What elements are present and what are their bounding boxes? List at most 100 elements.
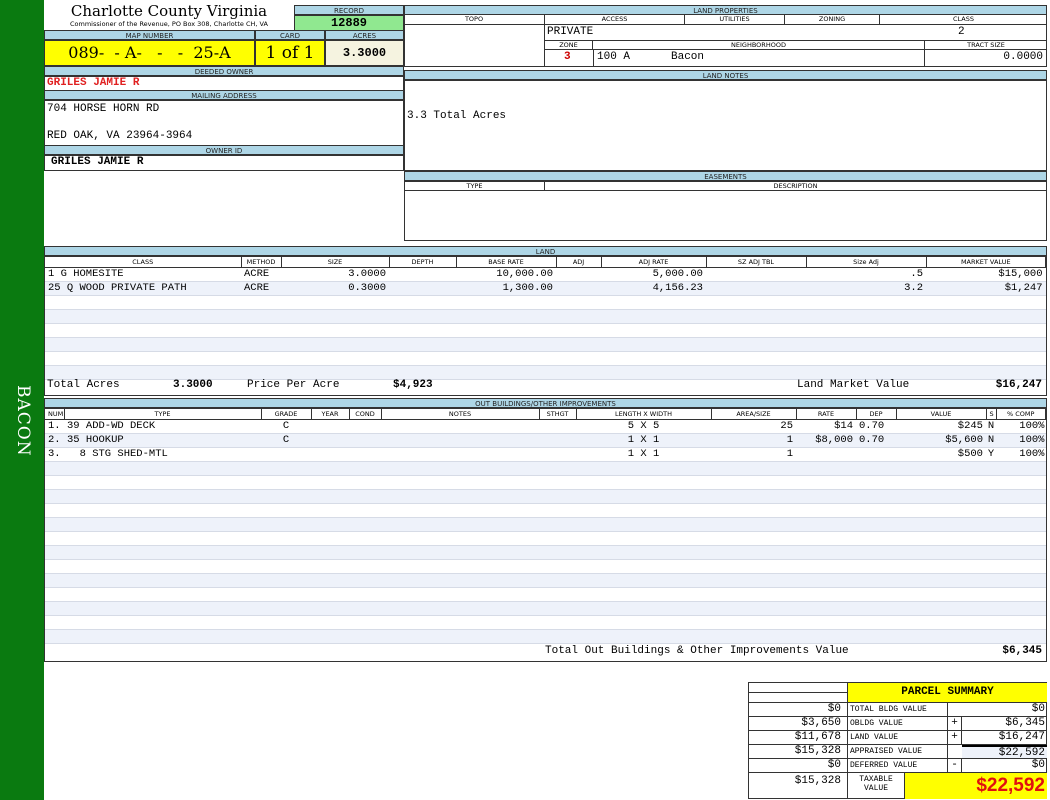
total-acres-label: Total Acres — [47, 379, 120, 391]
outbuilding-cell — [311, 587, 349, 601]
outbuilding-cell — [261, 545, 311, 559]
outbuilding-cell — [381, 587, 539, 601]
acres-value: 3.3000 — [325, 40, 404, 66]
summary-label: TOTAL BLDG VALUE — [848, 703, 948, 716]
outbuilding-cell — [261, 573, 311, 587]
land-cell — [706, 309, 806, 323]
outbuilding-cell — [64, 531, 261, 545]
land-cell — [389, 365, 456, 379]
outbuilding-cell — [996, 559, 1046, 573]
outbuilding-cell: 35 HOOKUP — [64, 433, 261, 447]
outbuilding-col-header: TYPE — [64, 409, 262, 420]
land-cell — [45, 351, 241, 365]
outbuilding-cell — [796, 489, 856, 503]
outbuilding-cell: 100% — [996, 433, 1046, 447]
outbuilding-cell — [381, 447, 539, 461]
land-cell — [389, 281, 456, 295]
outbuilding-cell — [896, 545, 986, 559]
outbuilding-cell — [381, 517, 539, 531]
land-market-value-label: Land Market Value — [797, 379, 910, 391]
outbuilding-cell — [711, 461, 796, 475]
outbuilding-row — [45, 615, 1046, 629]
land-properties-title: LAND PROPERTIES — [404, 5, 1047, 15]
land-cell — [241, 351, 281, 365]
outbuilding-cell — [45, 587, 64, 601]
outbuilding-cell — [796, 517, 856, 531]
outbuilding-cell — [539, 531, 576, 545]
outbuilding-cell — [261, 587, 311, 601]
card-number: 1 of 1 — [255, 40, 325, 66]
outbuilding-cell — [64, 545, 261, 559]
outbuilding-cell — [856, 489, 896, 503]
outbuilding-cell — [311, 489, 349, 503]
outbuilding-row — [45, 629, 1046, 643]
summary-value: $22,592 — [962, 745, 1047, 759]
land-notes-text: 3.3 Total Acres — [404, 80, 1047, 171]
outbuilding-cell — [996, 545, 1046, 559]
land-cell — [556, 267, 601, 281]
land-cell — [926, 309, 1046, 323]
outbuilding-cell: 100% — [1019, 420, 1045, 432]
outbuilding-cell — [986, 461, 996, 475]
parcel-summary-title: PARCEL SUMMARY — [848, 683, 1047, 702]
outbuilding-cell — [896, 559, 986, 573]
topo-label: TOPO — [404, 15, 545, 24]
land-title: LAND — [44, 246, 1047, 256]
outbuilding-cell — [349, 419, 381, 433]
land-row: 25 Q WOOD PRIVATE PATH ACRE 0.3000 1,300.00… — [45, 281, 1046, 295]
outbuilding-cell — [986, 573, 996, 587]
summary-prior: $15,328 — [749, 745, 848, 758]
outbuilding-row — [45, 601, 1046, 615]
outbuilding-cell — [576, 531, 711, 545]
outbuilding-cell — [996, 531, 1046, 545]
land-cell — [706, 365, 806, 379]
outbuilding-cell: C — [261, 433, 311, 447]
outbuilding-cell — [711, 517, 796, 531]
land-cell — [706, 267, 806, 281]
land-cell — [456, 351, 556, 365]
outbuilding-cell — [576, 461, 711, 475]
outbuilding-cell — [856, 447, 896, 461]
outbuilding-cell — [711, 559, 796, 573]
land-cell — [241, 323, 281, 337]
outbuilding-cell: C — [282, 420, 290, 432]
outbuilding-cell — [381, 601, 539, 615]
outbuilding-cell — [986, 545, 996, 559]
land-cell — [926, 337, 1046, 351]
land-cell — [556, 337, 601, 351]
outbuilding-cell — [349, 629, 381, 643]
outbuilding-cell — [381, 545, 539, 559]
land-market-value: $16,247 — [995, 379, 1042, 391]
land-cell — [806, 337, 926, 351]
land-cell: 10,000.00 — [496, 268, 553, 280]
outbuilding-cell — [796, 587, 856, 601]
outbuilding-cell — [576, 489, 711, 503]
land-cell — [456, 365, 556, 379]
outbuilding-cell — [576, 545, 711, 559]
outbuilding-cell — [576, 587, 711, 601]
land-cell — [281, 337, 389, 351]
address-line-2: RED OAK, VA 23964-3964 — [47, 130, 193, 142]
land-cell — [556, 281, 601, 295]
outbuilding-cell — [539, 433, 576, 447]
outbuilding-cell — [311, 475, 349, 489]
outbuilding-cell — [711, 489, 796, 503]
outbuilding-cell — [896, 461, 986, 475]
outbuilding-cell: 1 — [711, 433, 796, 447]
outbuilding-cell — [381, 573, 539, 587]
outbuilding-cell — [576, 573, 711, 587]
outbuilding-cell — [64, 517, 261, 531]
outbuilding-cell — [261, 531, 311, 545]
outbuilding-cell — [311, 545, 349, 559]
land-cell: ACRE — [241, 281, 281, 295]
summary-label: OBLDG VALUE — [848, 717, 948, 730]
outbuilding-cell — [796, 573, 856, 587]
outbuilding-cell — [45, 475, 64, 489]
map-number: 089- - A- - - 25-A — [44, 40, 255, 66]
outbuilding-cell — [45, 559, 64, 573]
land-row — [45, 323, 1046, 337]
outbuilding-row — [45, 573, 1046, 587]
outbuilding-cell — [64, 587, 261, 601]
outbuilding-cell: $8,000 — [796, 433, 856, 447]
price-per-acre-label: Price Per Acre — [247, 379, 340, 391]
